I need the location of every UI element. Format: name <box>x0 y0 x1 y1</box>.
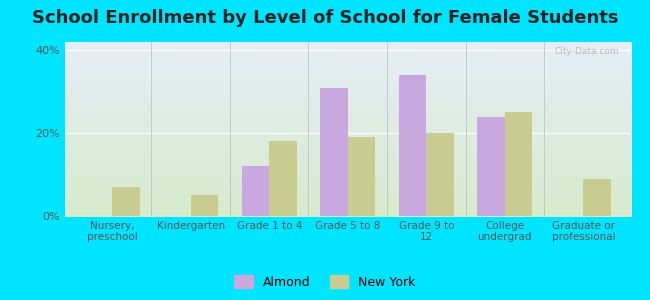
Bar <box>477 117 505 216</box>
Bar <box>584 179 611 216</box>
Bar <box>112 187 140 216</box>
Legend: Almond, New York: Almond, New York <box>229 270 421 294</box>
Bar <box>426 133 454 216</box>
Bar <box>505 112 532 216</box>
Bar <box>399 75 426 216</box>
Bar <box>190 195 218 216</box>
Text: City-Data.com: City-Data.com <box>554 47 619 56</box>
Bar <box>348 137 375 216</box>
Bar <box>242 166 269 216</box>
Bar <box>269 141 296 216</box>
Bar <box>320 88 348 216</box>
Text: School Enrollment by Level of School for Female Students: School Enrollment by Level of School for… <box>32 9 618 27</box>
